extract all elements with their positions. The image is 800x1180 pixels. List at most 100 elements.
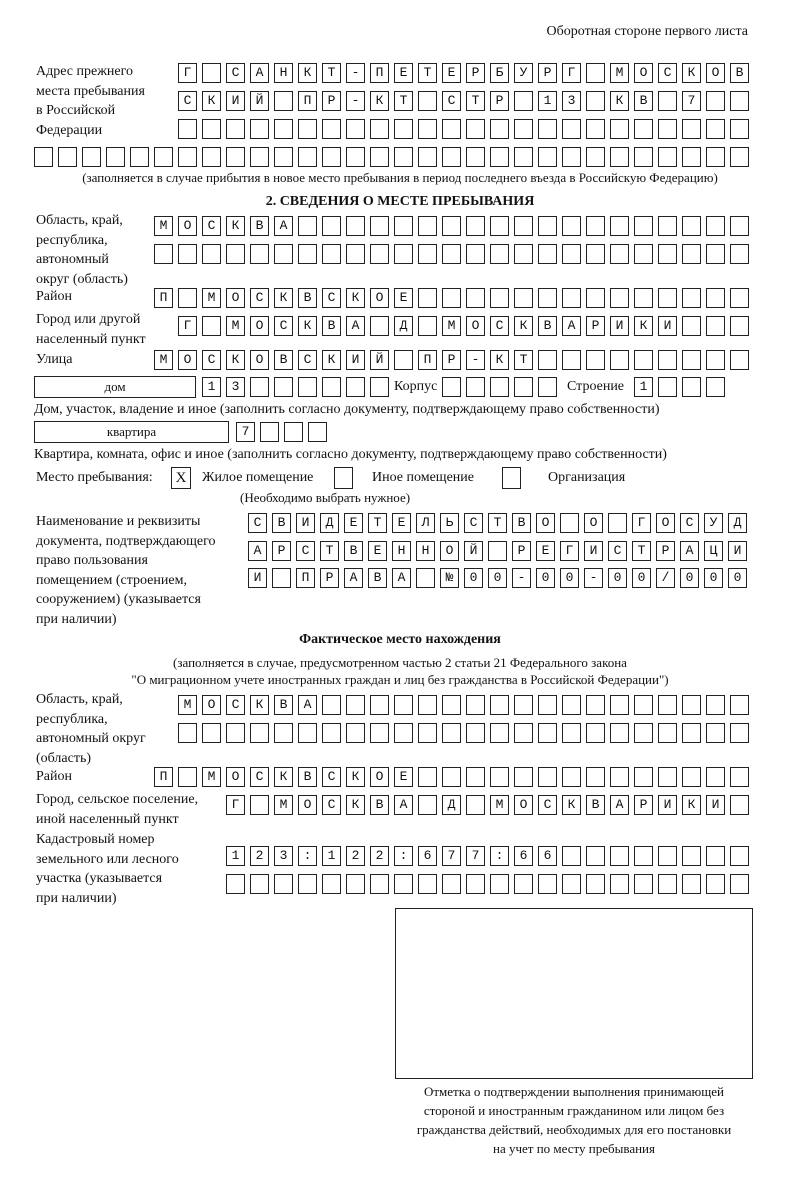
region-row-1-cell[interactable]	[562, 216, 581, 236]
cadastre-row-1-cell[interactable]	[514, 846, 533, 866]
cadastre-row-1-cell[interactable]	[250, 846, 269, 866]
prev-address-row-4-cell[interactable]	[490, 147, 509, 167]
prev-address-row-1-cell[interactable]	[418, 63, 437, 83]
doc-row-1-cell[interactable]	[344, 513, 363, 533]
doc-row-2-cell[interactable]	[488, 541, 507, 561]
cadastre-row-2-cell[interactable]	[586, 874, 605, 894]
doc-row-3-cell[interactable]	[512, 568, 531, 588]
prev-address-row-1-cell[interactable]	[490, 63, 509, 83]
cadastre-row-1-cell[interactable]	[418, 846, 437, 866]
street-row-cell[interactable]	[490, 350, 509, 370]
street-row-cell[interactable]	[250, 350, 269, 370]
district-row-cell[interactable]	[658, 288, 677, 308]
actual-district-row-cell[interactable]	[346, 767, 365, 787]
prev-address-row-3-cell[interactable]	[514, 119, 533, 139]
prev-address-row-4-cell[interactable]	[538, 147, 557, 167]
region-row-2-cell[interactable]	[634, 244, 653, 264]
korpus-row-cell[interactable]	[490, 377, 509, 397]
cadastre-row-1-cell[interactable]	[322, 846, 341, 866]
prev-address-row-4-cell[interactable]	[106, 147, 125, 167]
house-number-row-cell[interactable]	[346, 377, 365, 397]
region-row-2-cell[interactable]	[442, 244, 461, 264]
street-row-cell[interactable]	[370, 350, 389, 370]
region-row-2-cell[interactable]	[370, 244, 389, 264]
cadastre-row-2-cell[interactable]	[514, 874, 533, 894]
cadastre-row-1-cell[interactable]	[394, 846, 413, 866]
actual-city-row-cell[interactable]	[394, 795, 413, 815]
house-number-row-cell[interactable]	[250, 377, 269, 397]
prev-address-row-4-cell[interactable]	[58, 147, 77, 167]
region-row-1-cell[interactable]	[658, 216, 677, 236]
actual-region-row-2-cell[interactable]	[394, 723, 413, 743]
prev-address-row-4-cell[interactable]	[322, 147, 341, 167]
district-row-cell[interactable]	[466, 288, 485, 308]
doc-row-3-cell[interactable]	[344, 568, 363, 588]
prev-address-row-1-cell[interactable]	[442, 63, 461, 83]
cadastre-row-1-cell[interactable]	[730, 846, 749, 866]
region-row-2-cell[interactable]	[658, 244, 677, 264]
actual-region-row-2-cell[interactable]	[226, 723, 245, 743]
actual-district-row-cell[interactable]	[442, 767, 461, 787]
doc-row-3-cell[interactable]	[272, 568, 291, 588]
region-row-1-cell[interactable]	[610, 216, 629, 236]
actual-district-row-cell[interactable]	[298, 767, 317, 787]
cadastre-row-2-cell[interactable]	[442, 874, 461, 894]
actual-region-row-1-cell[interactable]	[610, 695, 629, 715]
prev-address-row-2-cell[interactable]	[250, 91, 269, 111]
region-row-1-cell[interactable]	[706, 216, 725, 236]
district-row-cell[interactable]	[610, 288, 629, 308]
prev-address-row-1-cell[interactable]	[730, 63, 749, 83]
prev-address-row-2-cell[interactable]	[394, 91, 413, 111]
actual-region-row-2-cell[interactable]	[586, 723, 605, 743]
city-row-cell[interactable]	[682, 316, 701, 336]
cadastre-row-1-cell[interactable]	[466, 846, 485, 866]
actual-district-row-cell[interactable]	[730, 767, 749, 787]
street-row-cell[interactable]	[466, 350, 485, 370]
doc-row-3-cell[interactable]	[656, 568, 675, 588]
actual-city-row-cell[interactable]	[250, 795, 269, 815]
actual-city-row-cell[interactable]	[346, 795, 365, 815]
prev-address-row-3-cell[interactable]	[730, 119, 749, 139]
actual-region-row-2-cell[interactable]	[706, 723, 725, 743]
prev-address-row-1-cell[interactable]	[682, 63, 701, 83]
cadastre-row-2-cell[interactable]	[226, 874, 245, 894]
region-row-2-cell[interactable]	[466, 244, 485, 264]
actual-district-row-cell[interactable]	[706, 767, 725, 787]
cadastre-row-2-cell[interactable]	[466, 874, 485, 894]
region-row-1-cell[interactable]	[634, 216, 653, 236]
doc-row-3-cell[interactable]	[320, 568, 339, 588]
doc-row-1-cell[interactable]	[440, 513, 459, 533]
house-number-row-cell[interactable]	[322, 377, 341, 397]
actual-region-row-2-cell[interactable]	[202, 723, 221, 743]
prev-address-row-4-cell[interactable]	[274, 147, 293, 167]
actual-district-row-cell[interactable]	[394, 767, 413, 787]
street-row-cell[interactable]	[202, 350, 221, 370]
actual-region-row-1-cell[interactable]	[370, 695, 389, 715]
doc-row-3-cell[interactable]	[608, 568, 627, 588]
actual-region-row-1-cell[interactable]	[634, 695, 653, 715]
region-row-1-cell[interactable]	[154, 216, 173, 236]
flat-number-row-cell[interactable]	[308, 422, 327, 442]
korpus-row-cell[interactable]	[514, 377, 533, 397]
flat-number-row-cell[interactable]	[260, 422, 279, 442]
street-row-cell[interactable]	[634, 350, 653, 370]
actual-city-row-cell[interactable]	[562, 795, 581, 815]
city-row-cell[interactable]	[202, 316, 221, 336]
doc-row-1-cell[interactable]	[248, 513, 267, 533]
cadastre-row-2-cell[interactable]	[610, 874, 629, 894]
cadastre-row-1-cell[interactable]	[586, 846, 605, 866]
prev-address-row-4-cell[interactable]	[346, 147, 365, 167]
flat-type-field[interactable]: квартира	[34, 421, 229, 443]
korpus-row-cell[interactable]	[442, 377, 461, 397]
flat-number-row-cell[interactable]	[236, 422, 255, 442]
street-row-cell[interactable]	[514, 350, 533, 370]
prev-address-row-3-cell[interactable]	[610, 119, 629, 139]
actual-district-row-cell[interactable]	[178, 767, 197, 787]
prev-address-row-1-cell[interactable]	[586, 63, 605, 83]
region-row-2-cell[interactable]	[154, 244, 173, 264]
street-row-cell[interactable]	[394, 350, 413, 370]
city-row-cell[interactable]	[298, 316, 317, 336]
actual-region-row-2-cell[interactable]	[730, 723, 749, 743]
option-organization-checkbox[interactable]	[502, 467, 521, 489]
prev-address-row-1-cell[interactable]	[178, 63, 197, 83]
